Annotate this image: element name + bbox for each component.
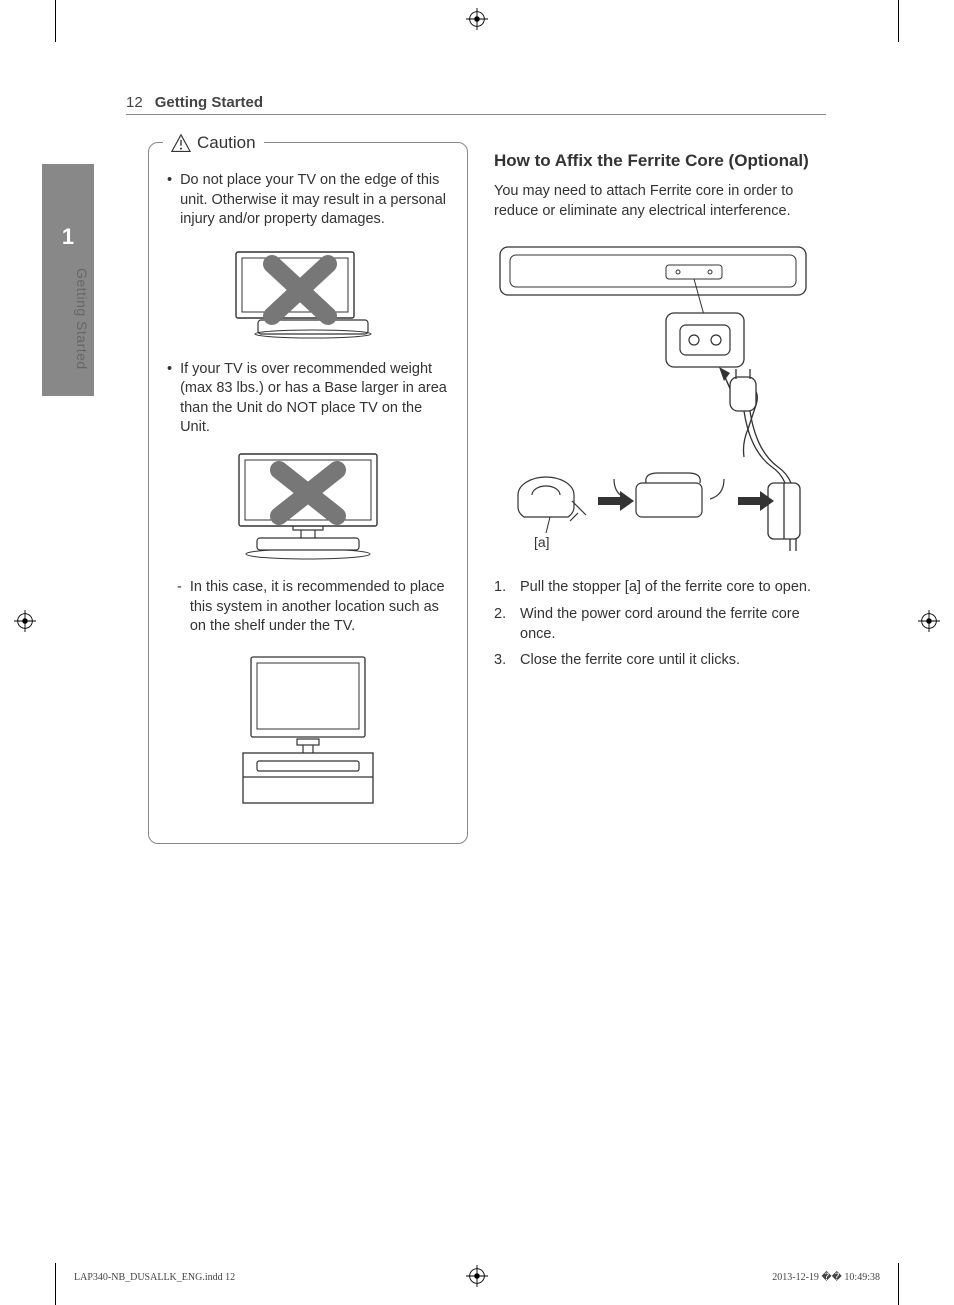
registration-mark-icon — [918, 610, 940, 632]
step-item: 1. Pull the stopper [a] of the ferrite c… — [494, 577, 824, 597]
registration-mark-icon — [14, 610, 36, 632]
caution-bullet: • Do not place your TV on the edge of th… — [167, 171, 449, 230]
diagram-label: [a] — [534, 534, 550, 550]
print-footer: LAP340-NB_DUSALLK_ENG.indd 12 2013-12-19… — [74, 1272, 880, 1283]
caution-label: Caution — [163, 133, 264, 153]
crop-mark — [898, 0, 899, 42]
step-text: Close the ferrite core until it clicks. — [520, 650, 740, 670]
caution-bullet-text: If your TV is over recommended weight (m… — [180, 360, 449, 438]
arrow-right-icon — [598, 491, 634, 511]
ferrite-intro: You may need to attach Ferrite core in o… — [494, 182, 824, 221]
registration-mark-icon — [466, 8, 488, 30]
page-header: 12 Getting Started — [126, 94, 263, 111]
footer-timestamp: 2013-12-19 �� 10:49:38 — [772, 1272, 880, 1283]
page-number: 12 — [126, 94, 143, 111]
section-title: Getting Started — [155, 94, 263, 111]
crop-mark — [55, 1263, 56, 1305]
chapter-label: Getting Started — [74, 268, 90, 370]
chapter-number: 1 — [42, 224, 94, 250]
step-number: 1. — [494, 577, 510, 597]
step-item: 3. Close the ferrite core until it click… — [494, 650, 824, 670]
footer-file: LAP340-NB_DUSALLK_ENG.indd 12 — [74, 1272, 235, 1283]
caution-subitem-text: In this case, it is recommended to place… — [190, 578, 449, 637]
step-text: Pull the stopper [a] of the ferrite core… — [520, 577, 811, 597]
ferrite-heading: How to Affix the Ferrite Core (Optional) — [494, 150, 824, 172]
caution-bullet-text: Do not place your TV on the edge of this… — [180, 171, 449, 230]
illustration-tv-edge — [167, 238, 449, 348]
header-rule — [126, 114, 826, 115]
step-number: 3. — [494, 650, 510, 670]
crop-mark — [898, 1263, 899, 1305]
step-text: Wind the power cord around the ferrite c… — [520, 604, 824, 645]
caution-bullet: • If your TV is over recommended weight … — [167, 360, 449, 438]
crop-mark — [55, 0, 56, 42]
bullet-marker: • — [167, 360, 172, 438]
dash-marker: - — [177, 578, 182, 637]
caution-box: Caution • Do not place your TV on the ed… — [148, 142, 468, 844]
illustration-tv-shelf — [167, 643, 449, 813]
step-number: 2. — [494, 604, 510, 645]
bullet-marker: • — [167, 171, 172, 230]
illustration-ferrite: [a] — [494, 235, 824, 565]
step-item: 2. Wind the power cord around the ferrit… — [494, 604, 824, 645]
caution-icon — [171, 134, 191, 152]
caution-label-text: Caution — [197, 133, 256, 153]
illustration-tv-oversize — [167, 446, 449, 566]
caution-subitem: - In this case, it is recommended to pla… — [177, 578, 449, 637]
